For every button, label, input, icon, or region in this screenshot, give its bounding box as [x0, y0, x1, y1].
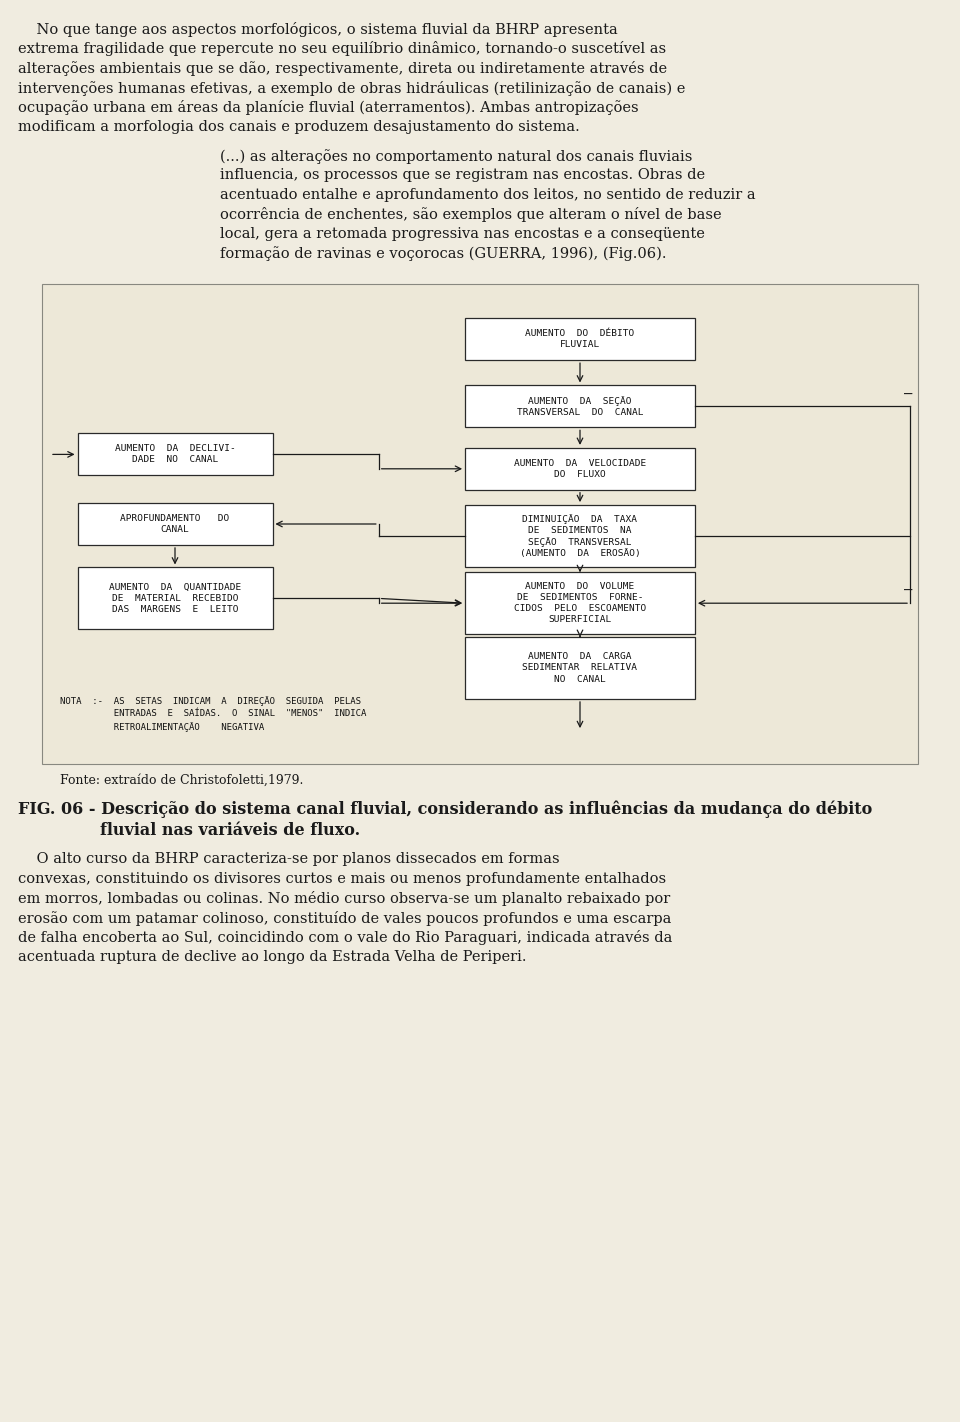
- Text: formação de ravinas e voçorocas (GUERRA, 1996), (Fig.06).: formação de ravinas e voçorocas (GUERRA,…: [220, 246, 666, 262]
- Bar: [78, 434, 273, 475]
- Text: influencia, os processos que se registram nas encostas. Obras de: influencia, os processos que se registra…: [220, 168, 706, 182]
- Text: AUMENTO  DA  CARGA
SEDIMENTAR  RELATIVA
NO  CANAL: AUMENTO DA CARGA SEDIMENTAR RELATIVA NO …: [522, 653, 637, 684]
- Text: convexas, constituindo os divisores curtos e mais ou menos profundamente entalha: convexas, constituindo os divisores curt…: [18, 872, 666, 886]
- Text: ocupação urbana em áreas da planície fluvial (aterramentos). Ambas antropizações: ocupação urbana em áreas da planície flu…: [18, 100, 638, 115]
- Text: intervenções humanas efetivas, a exemplo de obras hidráulicas (retilinização de : intervenções humanas efetivas, a exemplo…: [18, 81, 685, 95]
- Bar: [465, 448, 695, 489]
- Bar: [42, 284, 918, 764]
- Bar: [78, 503, 273, 545]
- Text: AUMENTO  DA  DECLIVI-
DADE  NO  CANAL: AUMENTO DA DECLIVI- DADE NO CANAL: [114, 444, 235, 465]
- Text: fluvial nas variáveis de fluxo.: fluvial nas variáveis de fluxo.: [100, 822, 360, 839]
- Bar: [465, 572, 695, 634]
- Bar: [465, 385, 695, 428]
- Text: AUMENTO  DA  VELOCIDADE
DO  FLUXO: AUMENTO DA VELOCIDADE DO FLUXO: [514, 459, 646, 479]
- Text: extrema fragilidade que repercute no seu equilíbrio dinâmico, tornando-o suscetí: extrema fragilidade que repercute no seu…: [18, 41, 666, 57]
- Text: alterações ambientais que se dão, respectivamente, direta ou indiretamente atrav: alterações ambientais que se dão, respec…: [18, 61, 667, 75]
- Text: (...) as alterações no comportamento natural dos canais fluviais: (...) as alterações no comportamento nat…: [220, 149, 692, 164]
- Text: FIG. 06 - Descrição do sistema canal fluvial, considerando as influências da mud: FIG. 06 - Descrição do sistema canal flu…: [18, 801, 873, 818]
- Text: em morros, lombadas ou colinas. No médio curso observa-se um planalto rebaixado : em morros, lombadas ou colinas. No médio…: [18, 892, 670, 906]
- Text: No que tange aos aspectos morfológicos, o sistema fluvial da BHRP apresenta: No que tange aos aspectos morfológicos, …: [18, 21, 617, 37]
- Text: acentuada ruptura de declive ao longo da Estrada Velha de Periperi.: acentuada ruptura de declive ao longo da…: [18, 950, 526, 964]
- Text: RETROALIMENTAÇÃO    NEGATIVA: RETROALIMENTAÇÃO NEGATIVA: [60, 722, 264, 732]
- Text: O alto curso da BHRP caracteriza-se por planos dissecados em formas: O alto curso da BHRP caracteriza-se por …: [18, 852, 560, 866]
- Text: –: –: [903, 584, 912, 599]
- Text: DIMINUIÇÃO  DA  TAXA
DE  SEDIMENTOS  NA
SEÇÃO  TRANSVERSAL
(AUMENTO  DA  EROSÃO): DIMINUIÇÃO DA TAXA DE SEDIMENTOS NA SEÇÃ…: [519, 513, 640, 559]
- Bar: [465, 319, 695, 360]
- Text: AUMENTO  DO  DÉBITO
FLUVIAL: AUMENTO DO DÉBITO FLUVIAL: [525, 328, 635, 350]
- Text: de falha encoberta ao Sul, coincidindo com o vale do Rio Paraguari, indicada atr: de falha encoberta ao Sul, coincidindo c…: [18, 930, 672, 946]
- Text: ENTRADAS  E  SAÍDAS.  O  SINAL  "MENOS"  INDICA: ENTRADAS E SAÍDAS. O SINAL "MENOS" INDIC…: [60, 710, 367, 718]
- Text: AUMENTO  DA  QUANTIDADE
DE  MATERIAL  RECEBIDO
DAS  MARGENS  E  LEITO: AUMENTO DA QUANTIDADE DE MATERIAL RECEBI…: [108, 583, 241, 614]
- Text: Fonte: extraído de Christofoletti,1979.: Fonte: extraído de Christofoletti,1979.: [60, 774, 303, 786]
- Bar: [78, 567, 273, 630]
- Bar: [465, 637, 695, 700]
- Bar: [465, 505, 695, 567]
- Text: AUMENTO  DA  SEÇÃO
TRANSVERSAL  DO  CANAL: AUMENTO DA SEÇÃO TRANSVERSAL DO CANAL: [516, 395, 643, 417]
- Text: local, gera a retomada progressiva nas encostas e a conseqüente: local, gera a retomada progressiva nas e…: [220, 228, 705, 240]
- Text: –: –: [903, 387, 912, 401]
- Text: NOTA  :-  AS  SETAS  INDICAM  A  DIREÇÃO  SEGUIDA  PELAS: NOTA :- AS SETAS INDICAM A DIREÇÃO SEGUI…: [60, 695, 361, 705]
- Text: AUMENTO  DO  VOLUME
DE  SEDIMENTOS  FORNE-
CIDOS  PELO  ESCOAMENTO
SUPERFICIAL: AUMENTO DO VOLUME DE SEDIMENTOS FORNE- C…: [514, 582, 646, 624]
- Text: ocorrência de enchentes, são exemplos que alteram o nível de base: ocorrência de enchentes, são exemplos qu…: [220, 208, 722, 222]
- Text: acentuado entalhe e aprofundamento dos leitos, no sentido de reduzir a: acentuado entalhe e aprofundamento dos l…: [220, 188, 756, 202]
- Text: modificam a morfologia dos canais e produzem desajustamento do sistema.: modificam a morfologia dos canais e prod…: [18, 119, 580, 134]
- Text: erosão com um patamar colinoso, constituído de vales poucos profundos e uma esca: erosão com um patamar colinoso, constitu…: [18, 910, 671, 926]
- Text: APROFUNDAMENTO   DO
CANAL: APROFUNDAMENTO DO CANAL: [120, 513, 229, 535]
